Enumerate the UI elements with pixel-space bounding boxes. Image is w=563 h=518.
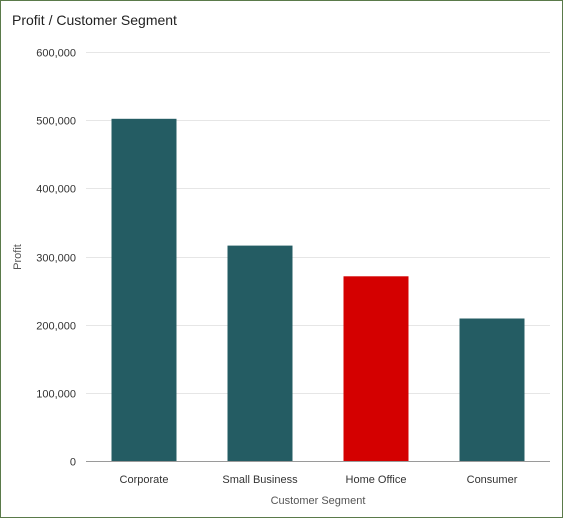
y-tick-label: 200,000	[36, 321, 76, 333]
x-tick-label: Consumer	[467, 474, 518, 486]
x-axis-title: Customer Segment	[271, 495, 366, 507]
bar-consumer[interactable]	[459, 318, 525, 462]
y-tick-label: 600,000	[36, 48, 76, 60]
axes: 0 100,000 200,000 300,000 400,000 500,000 600,…	[36, 48, 550, 486]
y-tick-label: 400,000	[36, 184, 76, 196]
x-tick-label: Corporate	[120, 474, 169, 486]
y-tick-label: 0	[70, 457, 76, 469]
bar-small-business[interactable]	[227, 245, 293, 461]
y-tick-label: 100,000	[36, 389, 76, 401]
bar-corporate[interactable]	[111, 118, 177, 462]
bars	[111, 118, 525, 462]
x-tick-label: Small Business	[222, 474, 298, 486]
bar-home-office[interactable]	[343, 276, 409, 461]
y-axis-title: Profit	[12, 244, 24, 270]
x-tick-label: Home Office	[346, 474, 407, 486]
y-tick-label: 300,000	[36, 253, 76, 265]
y-tick-label: 500,000	[36, 116, 76, 128]
panel-title: Profit / Customer Segment	[12, 12, 177, 28]
